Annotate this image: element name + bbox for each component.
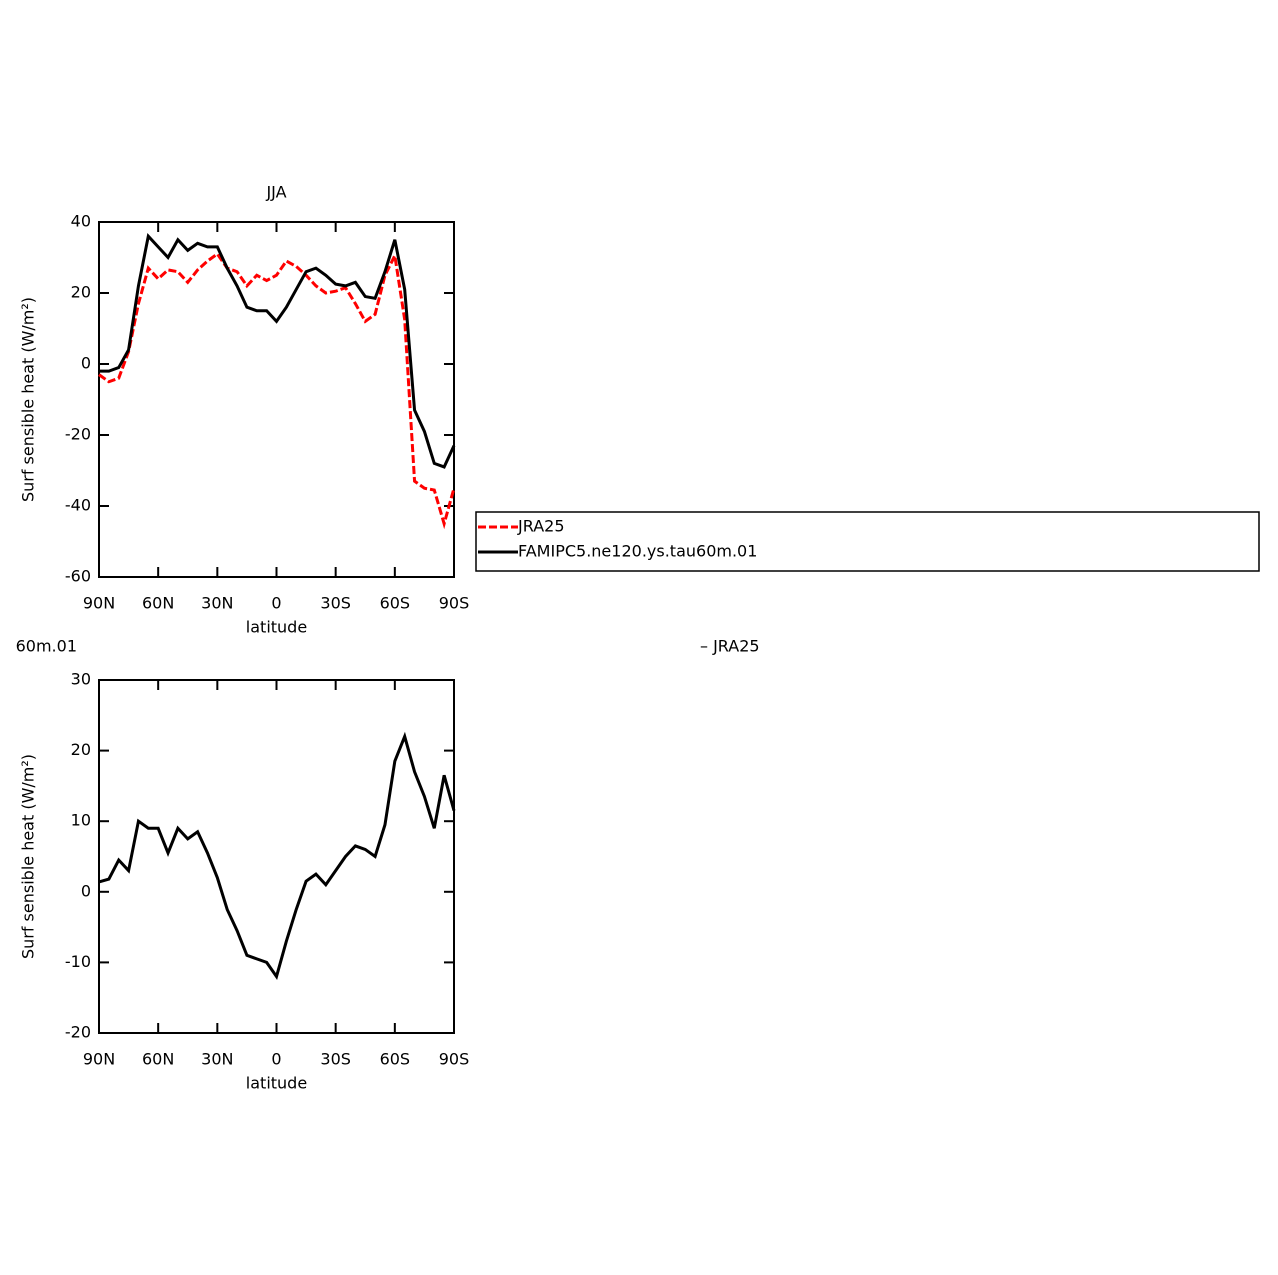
plot-frame: [98, 221, 455, 578]
y-tick-label: 0: [81, 354, 91, 373]
x-tick-label: 0: [271, 1050, 281, 1069]
x-tick-label: 90S: [439, 1050, 470, 1069]
y-tick-label: -10: [65, 952, 91, 971]
x-tick-label: 60S: [380, 594, 411, 613]
x-tick-label: 60N: [142, 594, 174, 613]
data-line: [98, 250, 456, 530]
y-tick-label: -20: [65, 1023, 91, 1042]
chart-title: JJA: [265, 183, 286, 202]
y-tick-label: -20: [65, 425, 91, 444]
x-axis-label: latitude: [246, 1074, 307, 1093]
y-tick-label: -60: [65, 567, 91, 586]
legend-label: FAMIPC5.ne120.ys.tau60m.01: [518, 542, 757, 561]
x-tick-label: 60S: [380, 1050, 411, 1069]
legend-box: [475, 511, 1260, 572]
x-tick-label: 30S: [320, 594, 351, 613]
y-axis-label: Surf sensible heat (W/m²): [19, 754, 38, 959]
x-tick-label: 90S: [439, 594, 470, 613]
data-line: [98, 731, 456, 980]
y-tick-label: 30: [71, 670, 91, 689]
x-tick-label: 90N: [83, 594, 115, 613]
y-tick-label: -40: [65, 496, 91, 515]
x-tick-label: 30N: [201, 594, 233, 613]
plot-frame: [98, 679, 455, 1034]
x-axis-label: latitude: [246, 618, 307, 637]
x-tick-label: 0: [271, 594, 281, 613]
y-tick-label: 0: [81, 881, 91, 900]
y-tick-label: 20: [71, 283, 91, 302]
x-tick-label: 60N: [142, 1050, 174, 1069]
y-tick-label: 10: [71, 811, 91, 830]
x-tick-label: 90N: [83, 1050, 115, 1069]
chart-title: 60m.01: [16, 637, 77, 656]
y-axis-label: Surf sensible heat (W/m²): [19, 297, 38, 502]
y-tick-label: 20: [71, 740, 91, 759]
chart-title: – JRA25: [700, 637, 760, 656]
legend-label: JRA25: [517, 517, 565, 536]
data-line: [99, 233, 456, 469]
x-tick-label: 30S: [320, 1050, 351, 1069]
y-tick-label: 40: [71, 212, 91, 231]
x-tick-label: 30N: [201, 1050, 233, 1069]
